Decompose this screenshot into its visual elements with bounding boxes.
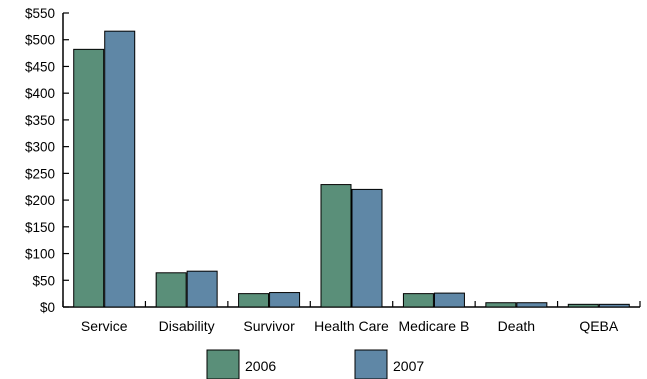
bar-2007-health-care [351, 188, 383, 308]
y-axis: $0 $50 $100 $150 $200 $250 $300 $350 $400 $450 $50… [25, 6, 69, 315]
bar-2007-survivor [269, 292, 301, 308]
legend-swatch-2006 [206, 349, 240, 379]
y-tick-label: $100 [25, 247, 55, 262]
x-category-label: Death [498, 318, 535, 334]
x-category-label: Survivor [243, 318, 295, 334]
bar-2006-disability [155, 272, 187, 308]
y-tick-label: $400 [25, 86, 55, 101]
x-category-label: Service [81, 318, 128, 334]
bar-2007-disability [186, 270, 218, 308]
y-tick-label: $350 [25, 113, 55, 128]
x-category-label: Medicare B [399, 318, 470, 334]
legend-label-2007: 2007 [393, 358, 424, 374]
y-tick-label: $150 [25, 220, 55, 235]
y-tick-label: $500 [25, 33, 55, 48]
bar-2006-medicare-b [402, 293, 434, 308]
bar-2006-survivor [238, 293, 270, 308]
y-tick-label: $300 [25, 140, 55, 155]
bar-2007-medicare-b [433, 292, 465, 308]
bar-2006-health-care [320, 184, 352, 308]
bar-2006-death [485, 302, 517, 308]
x-category-label: QEBA [579, 318, 619, 334]
y-tick-label: $550 [25, 6, 55, 21]
bar-2006-service [73, 48, 105, 308]
bars [73, 30, 630, 308]
y-tick-label: $200 [25, 193, 55, 208]
legend-label-2006: 2006 [245, 358, 276, 374]
bar-2006-qeba [567, 303, 599, 308]
bar-2007-death [516, 302, 548, 308]
x-category-label: Disability [159, 318, 215, 334]
bar-2007-qeba [598, 303, 630, 308]
x-category-label: Health Care [314, 318, 389, 334]
bar-2007-service [104, 30, 136, 308]
legend-swatch-2007 [354, 349, 388, 379]
y-tick-label: $0 [40, 300, 55, 315]
y-tick-label: $50 [32, 273, 55, 288]
legend: 2006 2007 [206, 349, 424, 379]
y-tick-label: $450 [25, 59, 55, 74]
y-tick-label: $250 [25, 166, 55, 181]
